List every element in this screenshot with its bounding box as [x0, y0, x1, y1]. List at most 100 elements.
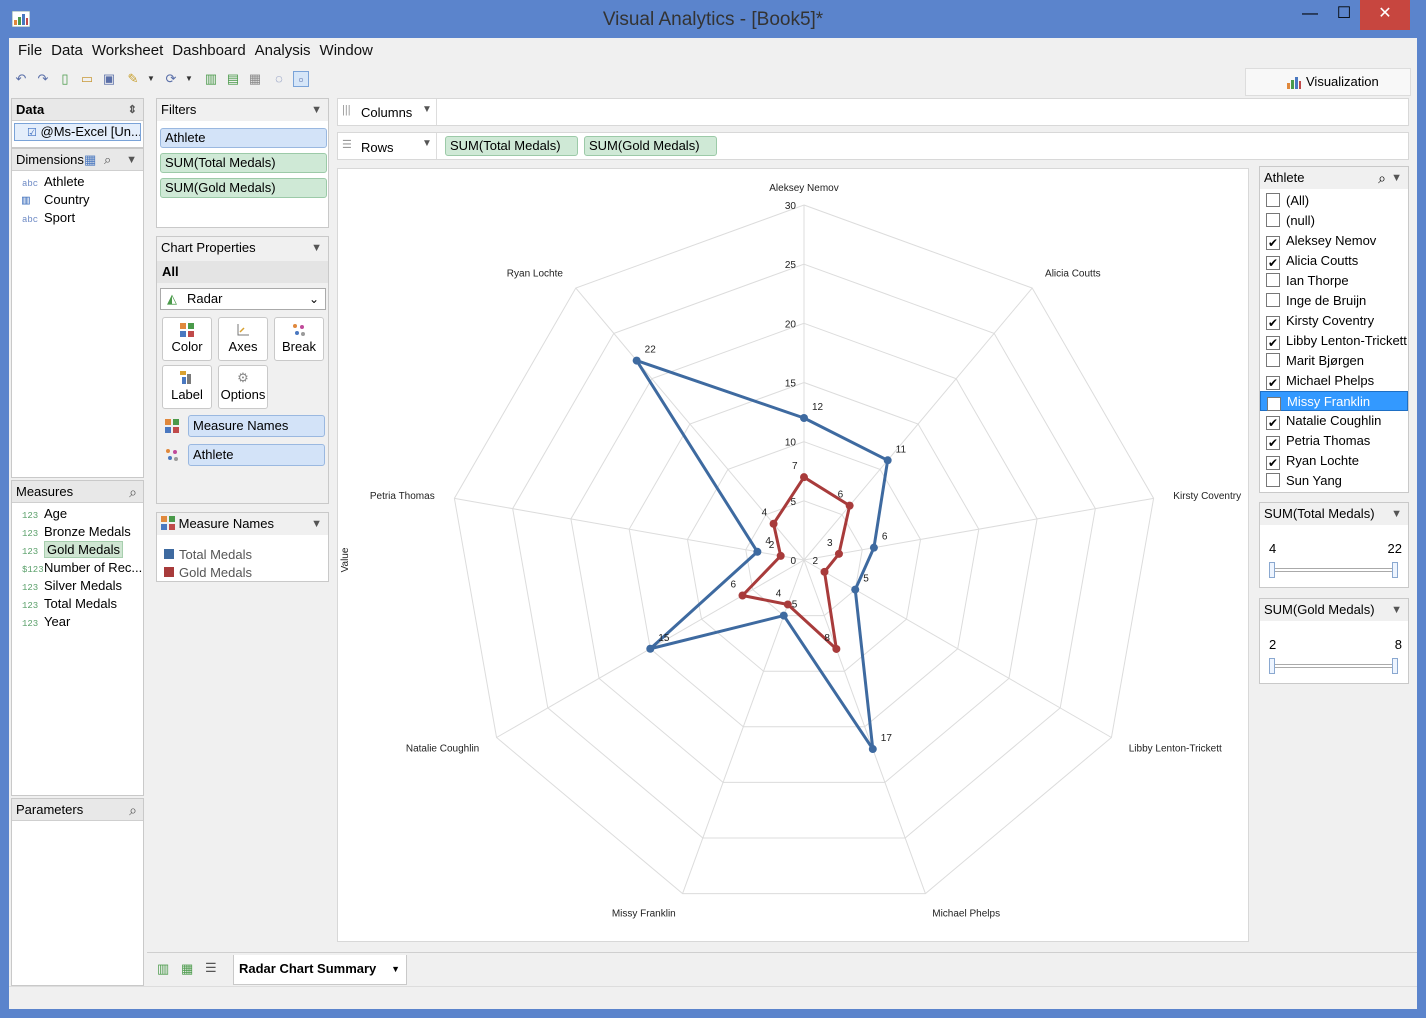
checkbox-unchecked-icon[interactable] — [1266, 213, 1280, 227]
athlete-filter-item[interactable]: ✔ Alicia Coutts — [1260, 251, 1408, 271]
athlete-filter-item[interactable]: Ian Thorpe — [1260, 271, 1408, 291]
axes-button[interactable]: Axes — [218, 317, 268, 361]
lasso-icon[interactable]: ◌ — [275, 71, 283, 86]
athlete-filter-item[interactable]: ✔ Petria Thomas — [1260, 431, 1408, 451]
save-icon[interactable]: ▣ — [102, 71, 116, 86]
scope-all[interactable]: All — [157, 261, 328, 283]
checkbox-unchecked-icon[interactable] — [1266, 473, 1280, 487]
clear-sheet-icon[interactable]: ✎ — [127, 71, 139, 86]
label-button[interactable]: Label — [162, 365, 212, 409]
dimension-sport[interactable]: abc Sport — [12, 209, 143, 227]
rows-shelf[interactable]: ☰ Rows ▼ SUM(Total Medals) SUM(Gold Meda… — [337, 132, 1409, 160]
open-folder-icon[interactable]: ▭ — [80, 71, 94, 86]
close-button[interactable]: ✕ — [1360, 0, 1410, 30]
rows-gold-medals-pill[interactable]: SUM(Gold Medals) — [584, 136, 717, 156]
clear-dropdown-icon[interactable]: ▼ — [147, 74, 155, 83]
athlete-filter-item[interactable]: ✔ Libby Lenton-Trickett — [1260, 331, 1408, 351]
break-button[interactable]: Break — [274, 317, 324, 361]
athlete-filter-item[interactable]: ✔ Natalie Coughlin — [1260, 411, 1408, 431]
search-icon[interactable]: ⌕ — [104, 152, 112, 167]
search-icon[interactable]: ⌕ — [129, 802, 137, 818]
chart-type-select[interactable]: ◭ Radar ⌄ — [160, 288, 326, 310]
checkbox-checked-icon[interactable]: ✔ — [1266, 416, 1280, 430]
options-button[interactable]: ⚙ Options — [218, 365, 268, 409]
measure-year[interactable]: 123 Year — [12, 613, 143, 631]
checkbox-checked-icon[interactable]: ✔ — [1266, 256, 1280, 270]
menu-analysis[interactable]: Analysis — [254, 42, 311, 59]
minimize-button[interactable]: — — [1302, 5, 1318, 22]
athlete-filter-item[interactable]: Marit Bjørgen — [1260, 351, 1408, 371]
athlete-filter-item[interactable]: (null) — [1260, 211, 1408, 231]
fit-icon[interactable]: ▫ — [293, 71, 309, 87]
menu-window[interactable]: Window — [319, 42, 373, 59]
filter-total-medals-pill[interactable]: SUM(Total Medals) — [160, 153, 327, 173]
range-track[interactable] — [1271, 664, 1397, 668]
athlete-filter-item[interactable]: ✔ Aleksey Nemov — [1260, 231, 1408, 251]
measure-total-medals[interactable]: 123 Total Medals — [12, 595, 143, 613]
checkbox-unchecked-icon[interactable] — [1266, 293, 1280, 307]
menu-dashboard[interactable]: Dashboard — [172, 42, 246, 59]
refresh-dropdown-icon[interactable]: ▼ — [185, 74, 193, 83]
add-chart-icon[interactable]: ▥ — [204, 71, 218, 86]
checkbox-checked-icon[interactable]: ✔ — [1266, 316, 1280, 330]
chevron-down-icon[interactable]: ▼ — [311, 518, 322, 530]
color-button[interactable]: Color — [162, 317, 212, 361]
duplicate-chart-icon[interactable]: ▤ — [226, 71, 240, 86]
bar-chart-icon[interactable]: ▦ — [248, 71, 262, 86]
chevron-down-icon[interactable]: ▼ — [422, 104, 432, 115]
range-max-handle[interactable] — [1392, 658, 1398, 674]
search-icon[interactable]: ⌕ — [129, 484, 137, 500]
visualization-button[interactable]: Visualization — [1245, 68, 1411, 96]
checkbox-checked-icon[interactable]: ✔ — [1266, 376, 1280, 390]
measure-silver-medals[interactable]: 123 Silver Medals — [12, 577, 143, 595]
table-icon[interactable]: ▦ — [84, 152, 97, 167]
range-track[interactable] — [1271, 568, 1397, 572]
filter-gold-medals-pill[interactable]: SUM(Gold Medals) — [160, 178, 327, 198]
legend-item-total-medals[interactable]: Total Medals — [164, 547, 252, 562]
athlete-filter-item[interactable]: ✔ Michael Phelps — [1260, 371, 1408, 391]
checkbox-checked-icon[interactable]: ✔ — [1266, 236, 1280, 250]
measure-age[interactable]: 123 Age — [12, 505, 143, 523]
sheet-list-icon[interactable]: ☰ — [205, 960, 217, 975]
maximize-button[interactable]: ☐ — [1336, 5, 1352, 22]
range-min-handle[interactable] — [1269, 658, 1275, 674]
break-mark-pill[interactable]: Athlete — [188, 444, 325, 466]
checkbox-checked-icon[interactable]: ✔ — [1266, 456, 1280, 470]
checkbox-checked-icon[interactable]: ✔ — [1266, 436, 1280, 450]
chevron-down-icon[interactable]: ▼ — [126, 154, 137, 166]
athlete-filter-item[interactable]: (All) — [1260, 191, 1408, 211]
chevron-down-icon[interactable]: ▼ — [1391, 172, 1402, 184]
athlete-filter-item[interactable]: Inge de Bruijn — [1260, 291, 1408, 311]
chevron-down-icon[interactable]: ▼ — [422, 138, 432, 149]
chevron-down-icon[interactable]: ▼ — [1391, 508, 1402, 520]
filter-athlete-pill[interactable]: Athlete — [160, 128, 327, 148]
rows-total-medals-pill[interactable]: SUM(Total Medals) — [445, 136, 578, 156]
new-dashboard-icon[interactable]: ▦ — [181, 961, 194, 976]
menu-worksheet[interactable]: Worksheet — [91, 42, 164, 59]
new-sheet-icon[interactable]: ▯ — [61, 71, 69, 86]
sheet-tab-radar[interactable]: Radar Chart Summary ▼ — [233, 955, 407, 985]
athlete-filter-item[interactable]: ✔ Missy Franklin — [1260, 391, 1408, 411]
checkbox-checked-icon[interactable]: ✔ — [1267, 397, 1281, 411]
sort-icon[interactable]: ⇕ — [127, 104, 137, 116]
refresh-icon[interactable]: ⟳ — [165, 71, 177, 86]
checkbox-checked-icon[interactable]: ✔ — [1266, 336, 1280, 350]
legend-item-gold-medals[interactable]: Gold Medals — [164, 565, 252, 580]
undo-icon[interactable]: ↶ — [15, 71, 27, 86]
color-mark-pill[interactable]: Measure Names — [188, 415, 325, 437]
redo-icon[interactable]: ↷ — [37, 71, 49, 86]
range-max-handle[interactable] — [1392, 562, 1398, 578]
menu-data[interactable]: Data — [51, 42, 83, 59]
chevron-down-icon[interactable]: ▼ — [311, 242, 322, 254]
checkbox-unchecked-icon[interactable] — [1266, 273, 1280, 287]
athlete-filter-item[interactable]: Sun Yang — [1260, 471, 1408, 491]
measure-number-of-records[interactable]: $123Number of Rec... — [12, 559, 143, 577]
athlete-filter-item[interactable]: ✔ Ryan Lochte — [1260, 451, 1408, 471]
search-icon[interactable]: ⌕ — [1378, 170, 1386, 186]
chevron-down-icon[interactable]: ▼ — [391, 964, 400, 974]
measure-bronze-medals[interactable]: 123 Bronze Medals — [12, 523, 143, 541]
measure-gold-medals[interactable]: 123 Gold Medals — [12, 541, 143, 559]
chevron-down-icon[interactable]: ▼ — [1391, 604, 1402, 616]
checkbox-unchecked-icon[interactable] — [1266, 193, 1280, 207]
athlete-filter-item[interactable]: ✔ Kirsty Coventry — [1260, 311, 1408, 331]
